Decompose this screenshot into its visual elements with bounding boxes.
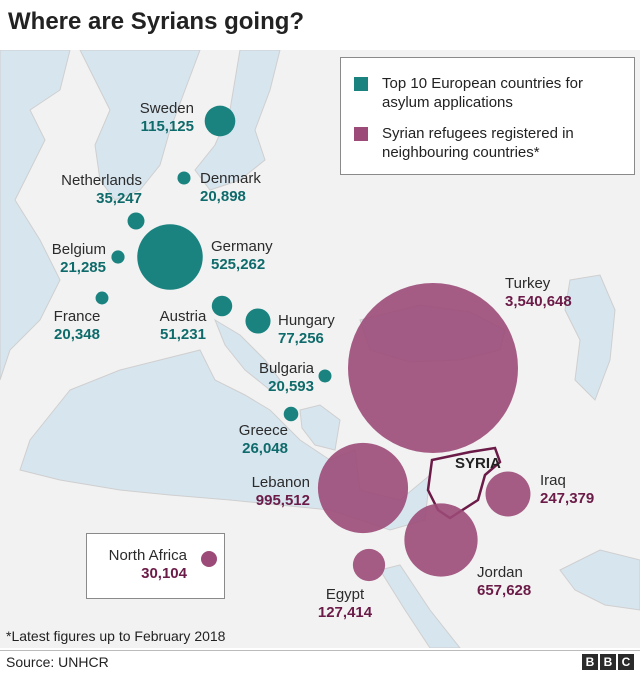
label-germany: Germany 525,262 bbox=[211, 238, 273, 274]
north-africa-bubble bbox=[201, 551, 217, 567]
country-name: Hungary bbox=[278, 312, 335, 329]
country-name: Denmark bbox=[200, 170, 261, 187]
bubble-austria bbox=[211, 295, 233, 317]
label-egypt: Egypt 127,414 bbox=[312, 586, 378, 622]
country-name: Turkey bbox=[505, 275, 551, 292]
bubbles-layer bbox=[95, 105, 531, 582]
bubble-bulgaria bbox=[318, 369, 332, 383]
north-africa-box: North Africa 30,104 bbox=[86, 533, 225, 599]
bbc-logo-letter: C bbox=[618, 654, 634, 670]
country-name: Egypt bbox=[325, 586, 365, 603]
country-value: 26,048 bbox=[242, 440, 288, 457]
country-value: 20,348 bbox=[54, 326, 100, 343]
bubble-turkey bbox=[348, 283, 518, 453]
aegean-sea bbox=[299, 404, 341, 451]
country-name: Austria bbox=[159, 308, 207, 325]
country-value: 3,540,648 bbox=[505, 293, 572, 310]
country-value: 657,628 bbox=[477, 582, 532, 599]
syria-label: SYRIA bbox=[455, 455, 501, 472]
bubble-greece bbox=[283, 406, 299, 422]
legend: Top 10 European countries for asylum app… bbox=[340, 57, 635, 175]
north-sea bbox=[79, 50, 201, 201]
country-name: Belgium bbox=[51, 241, 106, 258]
label-belgium: Belgium 21,285 bbox=[40, 241, 106, 277]
bubble-lebanon bbox=[317, 442, 409, 534]
label-france: France 20,348 bbox=[46, 308, 108, 344]
bubble-netherlands bbox=[127, 212, 145, 230]
country-value: 51,231 bbox=[160, 326, 206, 343]
country-name: Germany bbox=[211, 238, 273, 255]
country-name: Iraq bbox=[540, 472, 566, 489]
adriatic-sea bbox=[213, 318, 281, 391]
label-sweden: Sweden 115,125 bbox=[128, 100, 194, 136]
country-name: Bulgaria bbox=[258, 360, 314, 377]
country-value: 35,247 bbox=[96, 190, 142, 207]
country-value: 20,898 bbox=[200, 188, 246, 205]
label-netherlands: Netherlands 35,247 bbox=[44, 172, 142, 208]
syria-outline bbox=[426, 446, 502, 520]
source-text: Source: UNHCR bbox=[6, 654, 109, 670]
country-name: Netherlands bbox=[61, 172, 142, 189]
label-turkey: Turkey 3,540,648 bbox=[505, 275, 572, 311]
red-sea bbox=[379, 564, 461, 648]
country-value: 77,256 bbox=[278, 330, 324, 347]
country-value: 30,104 bbox=[141, 565, 187, 582]
legend-label-neighbours: Syrian refugees registered in neighbouri… bbox=[382, 125, 574, 161]
label-greece: Greece 26,048 bbox=[222, 422, 288, 458]
persian-gulf bbox=[559, 549, 640, 611]
page-title: Where are Syrians going? bbox=[8, 8, 305, 35]
country-name: North Africa bbox=[108, 547, 187, 564]
country-value: 995,512 bbox=[255, 492, 310, 509]
label-hungary: Hungary 77,256 bbox=[278, 312, 335, 348]
label-denmark: Denmark 20,898 bbox=[200, 170, 261, 206]
legend-label-europe: Top 10 European countries for asylum app… bbox=[382, 75, 583, 111]
footer: Source: UNHCR B B C bbox=[0, 650, 640, 673]
label-austria: Austria 51,231 bbox=[150, 308, 216, 344]
country-value: 127,414 bbox=[317, 604, 373, 621]
country-value: 115,125 bbox=[140, 118, 194, 135]
footnote: *Latest figures up to February 2018 bbox=[6, 628, 226, 644]
legend-swatch-europe bbox=[354, 77, 368, 91]
label-north-africa: North Africa 30,104 bbox=[97, 547, 187, 583]
country-name: France bbox=[53, 308, 101, 325]
caspian-sea bbox=[564, 274, 616, 401]
country-name: Lebanon bbox=[251, 474, 310, 491]
legend-swatch-neighbours bbox=[354, 127, 368, 141]
bubble-germany bbox=[137, 224, 203, 290]
bubble-sweden bbox=[204, 105, 236, 137]
bbc-logo-letter: B bbox=[600, 654, 616, 670]
label-iraq: Iraq 247,379 bbox=[540, 472, 594, 508]
label-bulgaria: Bulgaria 20,593 bbox=[248, 360, 314, 396]
bbc-logo: B B C bbox=[582, 654, 634, 670]
bubble-jordan bbox=[404, 503, 478, 577]
label-jordan: Jordan 657,628 bbox=[477, 564, 531, 600]
country-value: 21,285 bbox=[60, 259, 106, 276]
bubble-egypt bbox=[352, 548, 386, 582]
bubble-belgium bbox=[111, 250, 125, 264]
country-name: Jordan bbox=[477, 564, 523, 581]
country-value: 247,379 bbox=[540, 490, 595, 507]
country-value: 525,262 bbox=[211, 256, 266, 273]
bubble-france bbox=[95, 291, 109, 305]
country-name: Greece bbox=[238, 422, 288, 439]
bubble-hungary bbox=[245, 308, 271, 334]
bubble-denmark bbox=[177, 171, 191, 185]
label-lebanon: Lebanon 995,512 bbox=[236, 474, 310, 510]
atlantic-ocean bbox=[0, 50, 71, 381]
bubble-iraq bbox=[485, 471, 531, 517]
country-value: 20,593 bbox=[268, 378, 314, 395]
country-name: Sweden bbox=[139, 100, 194, 117]
bbc-logo-letter: B bbox=[582, 654, 598, 670]
